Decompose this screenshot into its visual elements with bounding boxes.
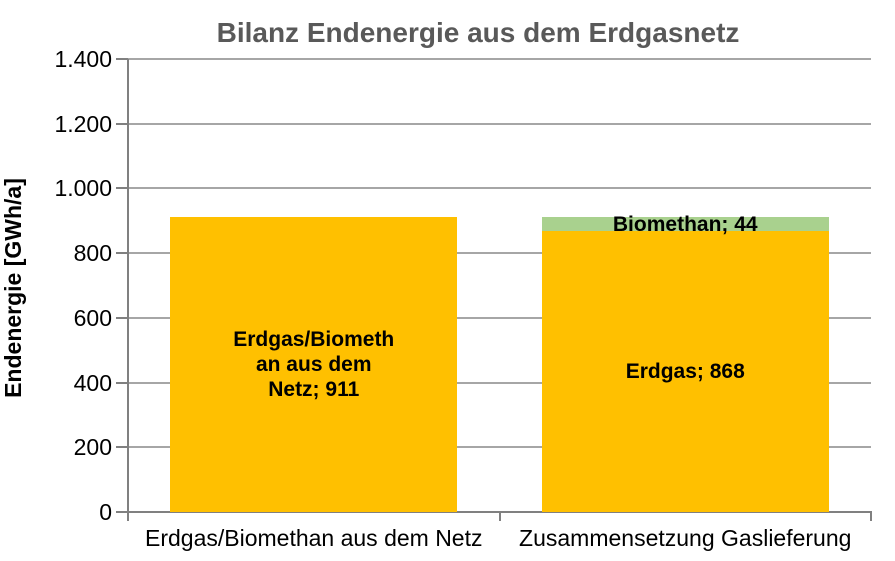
x-category-label: Zusammensetzung Gaslieferung	[519, 525, 852, 551]
gridline	[128, 316, 871, 319]
x-axis-tick	[870, 511, 872, 521]
y-axis-tick	[116, 316, 128, 319]
bar-segment-erdgas-biomethan-aus-dem-netz	[170, 217, 458, 512]
gridline	[128, 122, 871, 125]
y-axis-tick	[116, 187, 128, 190]
y-axis-tick	[116, 58, 128, 60]
x-axis-tick	[498, 511, 501, 521]
y-tick-label: 1.400	[54, 46, 112, 72]
y-tick-label: 200	[73, 434, 112, 461]
y-axis-tick	[116, 511, 128, 513]
y-tick-label: 600	[73, 304, 112, 331]
bar-data-label: Biomethan; 44	[612, 212, 758, 236]
chart-title: Bilanz Endenergie aus dem Erdgasnetz	[216, 17, 740, 48]
bar-data-label: Erdgas; 868	[625, 360, 745, 384]
x-axis-tick	[127, 511, 129, 521]
y-tick-label: 1.000	[54, 175, 112, 202]
gridline	[128, 381, 871, 384]
y-axis-tick	[116, 381, 128, 384]
bar-segment-biomethan	[541, 216, 829, 232]
y-axis-tick	[116, 122, 128, 125]
y-axis-line	[127, 59, 129, 512]
y-tick-label: 400	[73, 369, 112, 396]
y-tick-label: 0	[99, 499, 112, 525]
bar-data-label: Erdgas/Biometh an aus dem Netz; 911	[233, 328, 395, 402]
y-axis-title: Endenergie [GWh/a]	[0, 178, 26, 398]
y-tick-label: 800	[73, 240, 112, 267]
x-category-label: Erdgas/Biomethan aus dem Netz	[144, 525, 483, 551]
gridline	[128, 446, 871, 449]
y-tick-label: 1.200	[54, 110, 112, 137]
gridline	[128, 58, 871, 60]
bar-segment-erdgas	[541, 231, 829, 512]
gridline	[128, 252, 871, 255]
y-axis-tick	[116, 446, 128, 449]
gridline	[128, 187, 871, 190]
y-axis-tick	[116, 252, 128, 255]
